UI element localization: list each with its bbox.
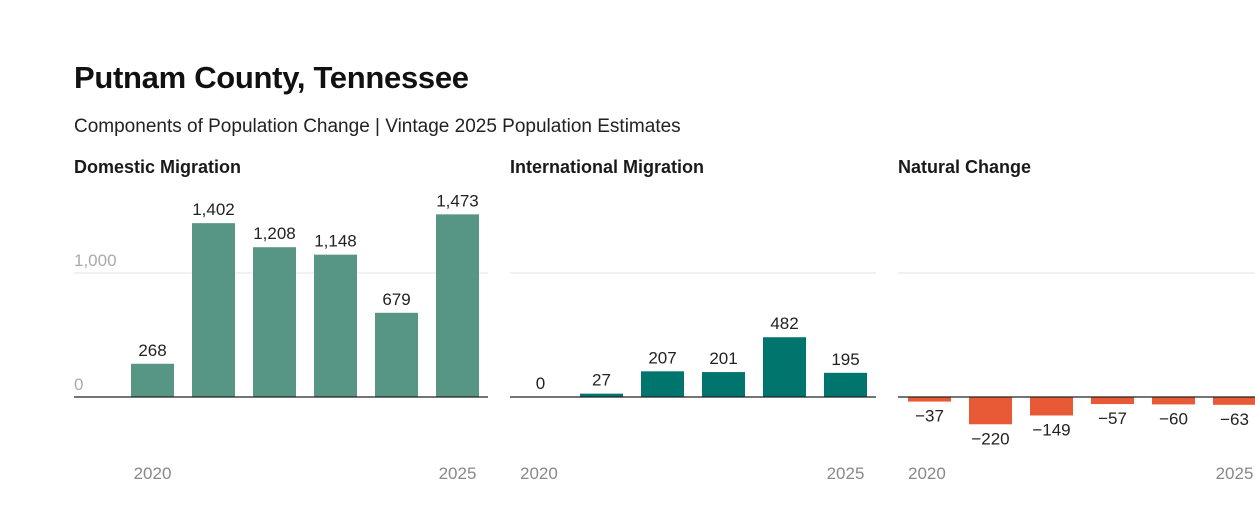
bar xyxy=(763,337,806,397)
data-label: 482 xyxy=(770,314,798,333)
chart-subtitle: Components of Population Change | Vintag… xyxy=(74,116,681,137)
data-label: −57 xyxy=(1098,409,1127,428)
chart-title: Putnam County, Tennessee xyxy=(74,60,469,95)
data-label: −63 xyxy=(1220,410,1249,429)
data-label: 679 xyxy=(382,290,410,309)
bar xyxy=(131,363,174,397)
bar xyxy=(969,397,1012,425)
bar xyxy=(375,312,418,397)
data-label: −60 xyxy=(1159,409,1188,428)
bar xyxy=(641,371,684,397)
y-tick-label: 0 xyxy=(74,375,83,394)
panel-title: Natural Change xyxy=(898,157,1031,177)
bar xyxy=(436,214,479,397)
panel-international-migration: International Migration 0 27 207 201 482 195 20… xyxy=(510,157,876,483)
data-label: 1,148 xyxy=(314,232,357,251)
bar xyxy=(1091,397,1134,405)
bar xyxy=(192,223,235,397)
panel-domestic-migration: Domestic Migration 0 1,000 268 1,402 1,208 1,1… xyxy=(74,157,488,483)
x-tick-label: 2025 xyxy=(1216,464,1254,483)
bar xyxy=(824,372,867,397)
data-label: 201 xyxy=(709,349,737,368)
data-label: 27 xyxy=(592,371,611,390)
data-label: 1,402 xyxy=(192,200,235,219)
bar xyxy=(1152,397,1195,405)
data-label: 1,473 xyxy=(436,191,479,210)
panel-title: Domestic Migration xyxy=(74,157,241,177)
data-label: 0 xyxy=(536,374,545,393)
bar xyxy=(580,393,623,397)
panel-natural-change: Natural Change −37 −220 −149 −57 −60 −63 2020 20… xyxy=(898,157,1255,483)
data-label: 195 xyxy=(831,350,859,369)
x-tick-label: 2025 xyxy=(827,464,865,483)
x-tick-label: 2020 xyxy=(908,464,946,483)
bar xyxy=(702,372,745,397)
data-label: 268 xyxy=(138,341,166,360)
data-label: −37 xyxy=(915,407,944,426)
bar xyxy=(908,397,951,402)
panel-title: International Migration xyxy=(510,157,704,177)
x-tick-label: 2020 xyxy=(134,464,172,483)
bar xyxy=(314,254,357,397)
bar xyxy=(1213,397,1255,405)
data-label: 1,208 xyxy=(253,224,296,243)
bar xyxy=(1030,397,1073,416)
x-tick-label: 2020 xyxy=(520,464,558,483)
data-label: 207 xyxy=(648,348,676,367)
data-label: −149 xyxy=(1032,420,1070,439)
bar xyxy=(253,247,296,397)
y-tick-label: 1,000 xyxy=(74,251,117,270)
data-label: −220 xyxy=(971,429,1009,448)
x-tick-label: 2025 xyxy=(439,464,477,483)
